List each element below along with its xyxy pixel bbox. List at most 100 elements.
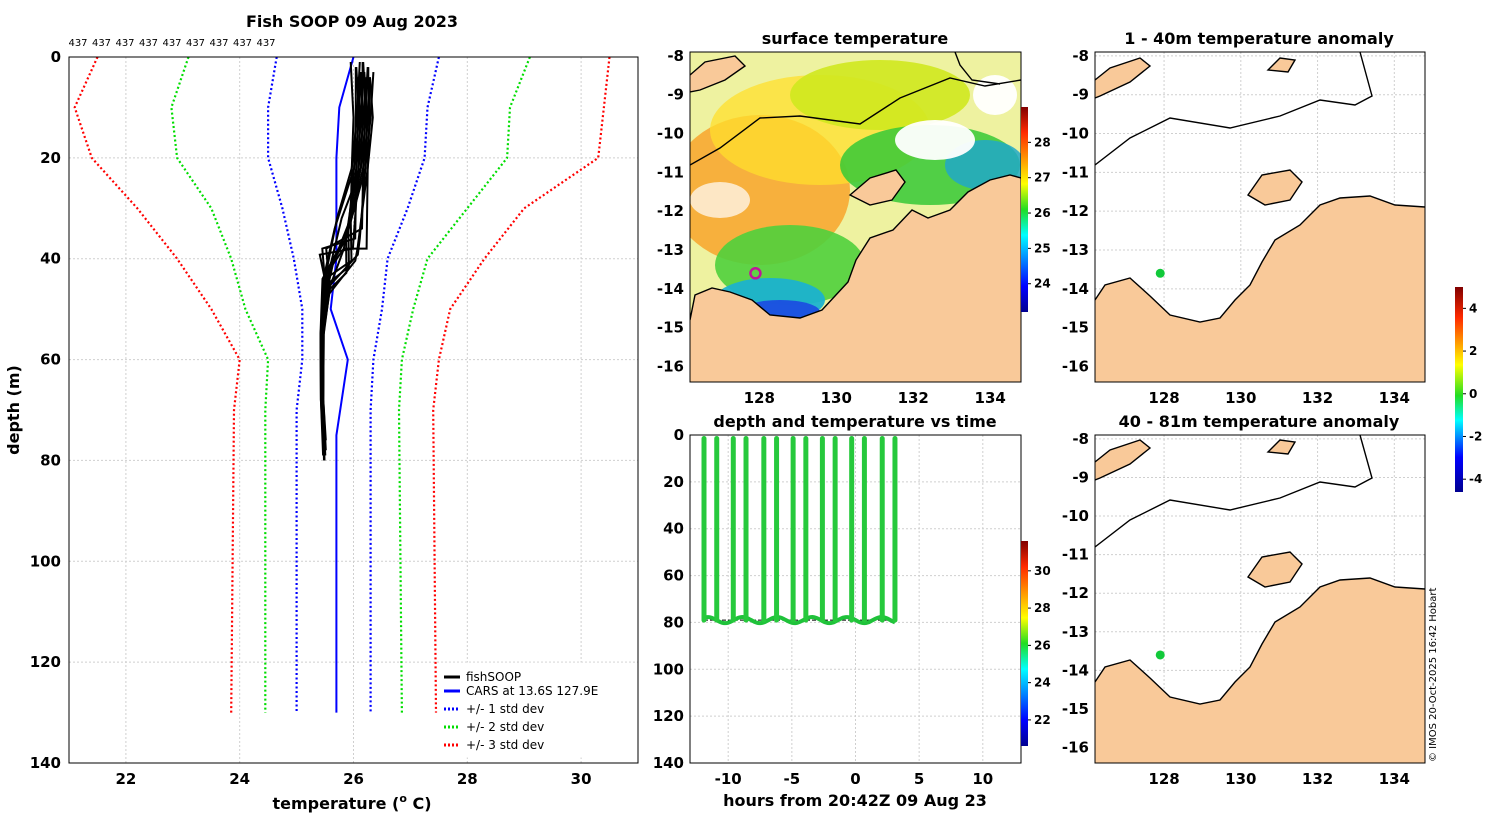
map-ytick-label: -14 bbox=[1062, 280, 1089, 298]
profile-count-label: 437 bbox=[186, 38, 205, 49]
depth-time-chart: depth and temperature vs time -10 -5 0 5 100… bbox=[653, 412, 1051, 810]
map-ytick-label: -12 bbox=[1062, 584, 1089, 602]
map-ytick-label: -10 bbox=[657, 125, 684, 143]
sst-colorbar bbox=[1021, 107, 1028, 312]
map-ytick-label: -9 bbox=[667, 86, 684, 104]
profile-count-label: 437 bbox=[256, 38, 275, 49]
anomaly-deep-boundary bbox=[1095, 435, 1373, 548]
colorbar-tick-label: 4 bbox=[1469, 301, 1477, 315]
legend-label-cars: CARS at 13.6S 127.9E bbox=[466, 684, 598, 698]
map-ytick-label: -13 bbox=[1062, 623, 1089, 641]
sst-cloud-gap-ne bbox=[973, 75, 1017, 115]
anomaly-shallow-ticks: 128 130 132 134 -8 -9 -10 -11 -12 -13 -14 -15 -16 bbox=[1062, 47, 1410, 407]
sst-colorbar-ticks: 24 25 26 27 28 bbox=[1028, 135, 1051, 291]
map-ytick-label: -11 bbox=[1062, 163, 1089, 181]
sst-lime-patch bbox=[790, 60, 970, 130]
anomaly-deep-land-australia bbox=[1095, 578, 1425, 763]
map-xtick-label: 132 bbox=[1302, 389, 1333, 407]
map-ytick-label: -16 bbox=[1062, 357, 1089, 375]
depth-time-colorbar bbox=[1021, 541, 1028, 746]
map-ytick-label: -8 bbox=[1072, 47, 1089, 65]
sst-land-island bbox=[850, 170, 905, 205]
profile-axes-box bbox=[68, 56, 639, 764]
legend-label-std2: +/- 2 std dev bbox=[466, 720, 544, 734]
depth-time-ytick-label: 0 bbox=[674, 426, 684, 444]
anomaly-shallow-land-islet bbox=[1268, 58, 1295, 72]
anomaly-deep-timor-coast bbox=[1095, 439, 1152, 481]
colorbar-tick-label: 24 bbox=[1034, 676, 1051, 690]
profile-xlabel: temperature (o C) bbox=[272, 792, 431, 813]
map-ytick-label: -16 bbox=[1062, 739, 1089, 757]
legend-label-std1: +/- 1 std dev bbox=[466, 702, 544, 716]
depth-time-ytick-label: 140 bbox=[653, 754, 684, 772]
depth-time-grid bbox=[690, 434, 1021, 764]
profile-std-line-1-upper bbox=[369, 56, 440, 713]
map-ytick-label: -15 bbox=[657, 319, 684, 337]
anomaly-deep-land-island bbox=[1248, 552, 1302, 587]
anomaly-shallow-islet-coast bbox=[1266, 57, 1297, 73]
profile-legend: fishSOOP CARS at 13.6S 127.9E +/- 1 std … bbox=[437, 662, 632, 758]
depth-time-ytick-label: 80 bbox=[663, 613, 684, 631]
map-ytick-label: -14 bbox=[657, 280, 684, 298]
anomaly-shallow-marker bbox=[1155, 268, 1165, 278]
profile-ticks: 22 24 26 28 30 0 20 40 60 80 100 120 140 bbox=[30, 48, 592, 788]
sst-cloud-gap bbox=[895, 120, 975, 160]
profile-chart: Fish SOOP 09 Aug 2023 437 437 437 437 437 437… bbox=[4, 12, 639, 813]
anomaly-deep-land-islet bbox=[1268, 440, 1295, 454]
sst-title: surface temperature bbox=[762, 29, 949, 48]
credit-label: © IMOS 20-Oct-2025 16:42 Hobart bbox=[1428, 587, 1439, 762]
depth-time-ytick-label: 120 bbox=[653, 707, 684, 725]
legend-label-std3: +/- 3 std dev bbox=[466, 738, 544, 752]
map-ytick-label: -8 bbox=[667, 47, 684, 65]
map-ytick-label: -12 bbox=[657, 202, 684, 220]
anomaly-deep-ticks: 128 130 132 134 -8 -9 -10 -11 -12 -13 -14 -15 -16 bbox=[1062, 430, 1410, 788]
depth-time-traces bbox=[701, 436, 898, 626]
anomaly-shallow-boundary bbox=[1095, 52, 1373, 166]
colorbar-tick-label: 22 bbox=[1034, 713, 1051, 727]
anomaly-shallow-title: 1 - 40m temperature anomaly bbox=[1124, 29, 1394, 48]
map-ytick-label: -11 bbox=[1062, 546, 1089, 564]
profile-lines bbox=[73, 56, 611, 713]
sst-coastline bbox=[690, 174, 1021, 321]
anomaly-deep-land-timor bbox=[1095, 440, 1150, 480]
map-xtick-label: 134 bbox=[975, 389, 1006, 407]
colorbar-tick-label: 28 bbox=[1034, 601, 1051, 615]
anomaly-shallow-coastline bbox=[1095, 195, 1425, 323]
profile-count-label: 437 bbox=[68, 38, 87, 49]
colorbar-tick-label: 27 bbox=[1034, 171, 1051, 185]
profile-ytick-label: 80 bbox=[40, 451, 61, 469]
map-ytick-label: -9 bbox=[1072, 86, 1089, 104]
map-xtick-label: 134 bbox=[1379, 389, 1410, 407]
anomaly-deep-islet-coast bbox=[1266, 439, 1297, 455]
profile-ytick-label: 20 bbox=[40, 149, 61, 167]
map-xtick-label: 128 bbox=[744, 389, 775, 407]
depth-time-xtick-label: 0 bbox=[850, 770, 860, 788]
profile-xtick-label: 26 bbox=[343, 770, 364, 788]
map-xtick-label: 128 bbox=[1148, 770, 1179, 788]
depth-time-ytick-label: 100 bbox=[653, 660, 684, 678]
anomaly-shallow-land-timor bbox=[1095, 58, 1150, 98]
colorbar-tick-label: 25 bbox=[1034, 241, 1051, 255]
colorbar-tick-label: -4 bbox=[1469, 472, 1482, 486]
colorbar-tick-label: 28 bbox=[1034, 135, 1051, 149]
profile-count-label: 437 bbox=[115, 38, 134, 49]
sst-location-marker bbox=[749, 267, 762, 280]
anomaly-shallow-timor-coast bbox=[1095, 57, 1152, 99]
profile-xtick-label: 30 bbox=[571, 770, 592, 788]
anomaly-deep-marker bbox=[1155, 650, 1165, 660]
sst-cloud-gap-w bbox=[690, 182, 750, 218]
map-xtick-label: 132 bbox=[1302, 770, 1333, 788]
map-xtick-label: 130 bbox=[821, 389, 852, 407]
depth-time-seabed-trace bbox=[703, 614, 896, 626]
map-ytick-label: -10 bbox=[1062, 507, 1089, 525]
profile-std-line-2-lower bbox=[170, 56, 270, 713]
map-ytick-label: -15 bbox=[1062, 700, 1089, 718]
sst-ticks: 128 130 132 134 -8 -9 -10 -11 -12 -13 -14 -15 -16 bbox=[657, 47, 1006, 407]
profile-count-label: 437 bbox=[233, 38, 252, 49]
profile-count-label: 437 bbox=[139, 38, 158, 49]
sst-island-coast bbox=[848, 169, 906, 206]
profile-xtick-label: 28 bbox=[457, 770, 478, 788]
profile-ytick-label: 120 bbox=[30, 653, 61, 671]
colorbar-tick-label: 30 bbox=[1034, 564, 1051, 578]
